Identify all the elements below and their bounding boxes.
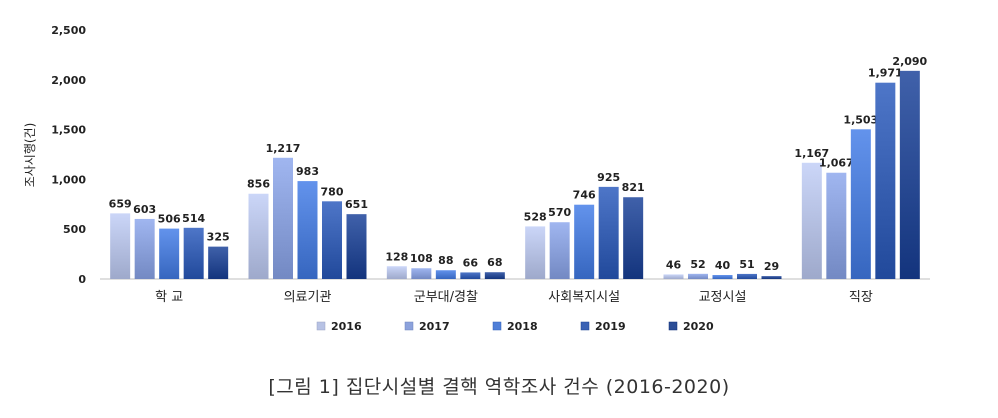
bar-2016 [801, 162, 822, 279]
bar-2020 [761, 276, 782, 279]
bar-chart: 0 500 1,000 1,500 2,000 2,500 조사시행(건) 659 603506… [22, 24, 930, 333]
data-label: 1,167 [794, 147, 829, 160]
data-label: 603 [133, 203, 156, 216]
bar-2017 [688, 273, 708, 279]
legend-swatch [404, 321, 414, 331]
chart-container: 0 500 1,000 1,500 2,000 2,500 조사시행(건) 659 603 506… [22, 24, 930, 333]
legend-swatch [580, 321, 590, 331]
y-tick-label: 2,500 [51, 24, 86, 37]
data-label: 108 [410, 252, 433, 265]
data-label: 1,217 [266, 142, 301, 155]
data-label: 2,090 [892, 55, 927, 68]
bar-2019 [875, 82, 896, 279]
x-tick-label: 교정시설 [699, 290, 747, 305]
data-label: 52 [690, 258, 705, 271]
bar-2018 [850, 129, 871, 279]
bar-2018 [712, 275, 733, 279]
bar-2020 [346, 214, 367, 279]
bar-2019 [598, 186, 619, 279]
bar-2020 [899, 70, 920, 279]
bar-2018 [159, 228, 180, 279]
y-tick-label: 1,000 [51, 173, 86, 186]
data-label: 983 [296, 165, 319, 178]
y-tick-label: 0 [78, 273, 86, 286]
data-label: 1,503 [843, 113, 878, 126]
bar-2017 [549, 222, 570, 279]
legend-swatch [668, 321, 678, 331]
bar-2018 [574, 204, 595, 279]
bar-2016 [110, 213, 131, 279]
legend-label: 2019 [595, 320, 626, 333]
data-label: 925 [597, 171, 620, 184]
legend-label: 2018 [507, 320, 538, 333]
data-label: 651 [345, 198, 368, 211]
x-tick-label: 의료기관 [284, 290, 332, 305]
legend-label: 2020 [683, 320, 714, 333]
data-label: 29 [764, 260, 779, 273]
bar-2017 [826, 172, 847, 279]
data-label: 88 [438, 254, 453, 267]
y-axis-label: 조사시행(건) [22, 123, 37, 188]
data-label: 821 [622, 181, 645, 194]
legend-label: 2017 [419, 320, 450, 333]
x-tick-label: 사회복지시설 [548, 290, 620, 305]
data-label: 40 [715, 259, 731, 272]
y-tick-label: 2,000 [51, 74, 86, 87]
data-label: 1,971 [868, 67, 903, 80]
x-tick-label: 직장 [849, 290, 873, 305]
bar-2016 [663, 274, 684, 279]
data-label: 528 [524, 210, 547, 223]
bar-2018 [435, 270, 456, 279]
x-tick-label: 군부대/경찰 [414, 290, 478, 305]
bar-2020 [484, 272, 505, 279]
legend-swatch [492, 321, 502, 331]
bar-2019 [737, 273, 757, 279]
data-label: 856 [247, 178, 270, 191]
bar-2016 [525, 226, 546, 279]
bar-2017 [134, 218, 155, 279]
y-tick-label: 1,500 [51, 124, 86, 137]
y-tick-label: 500 [63, 223, 86, 236]
data-label: 325 [207, 231, 230, 244]
data-label: 514 [182, 212, 205, 225]
figure-caption: [그림 1] 집단시설별 결핵 역학조사 건수 (2016-2020) [268, 376, 730, 398]
bar-2019 [460, 272, 481, 279]
data-label: 68 [487, 256, 502, 269]
data-label: 46 [666, 258, 682, 271]
bar-2019 [322, 201, 342, 279]
legend-label: 2016 [331, 320, 362, 333]
data-label: 51 [739, 258, 754, 271]
bar-2017 [273, 157, 293, 279]
bar-2019 [183, 227, 204, 279]
data-label: 780 [321, 185, 344, 198]
data-label: 66 [463, 256, 479, 269]
bar-2016 [386, 266, 407, 279]
bar-2017 [411, 268, 432, 279]
x-tick-label: 학 교 [155, 290, 183, 305]
data-label: 746 [573, 189, 596, 202]
data-label: 506 [158, 213, 181, 226]
legend-swatch [316, 321, 326, 331]
bar-2020 [623, 197, 644, 279]
bar-2016 [248, 193, 269, 279]
data-label: 128 [385, 250, 408, 263]
data-label: 1,067 [819, 157, 854, 170]
bar-2020 [208, 246, 229, 279]
data-label: 570 [548, 206, 571, 219]
data-label: 659 [109, 197, 132, 210]
bar-2018 [297, 181, 318, 279]
